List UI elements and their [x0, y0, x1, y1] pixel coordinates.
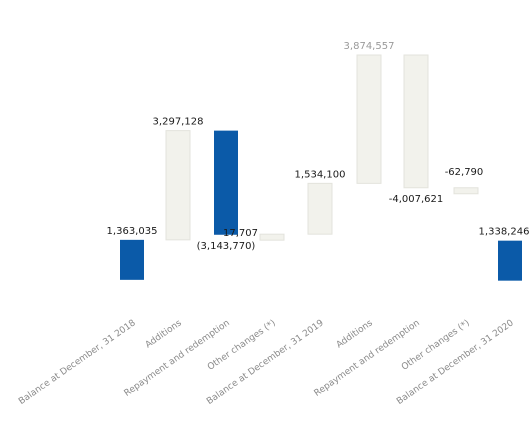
bar-6-additions [356, 54, 382, 184]
bar-3-repayment-and-redemption [214, 130, 238, 235]
value-label-6: 3,874,557 [344, 41, 395, 52]
category-label-2: Additions [144, 318, 184, 350]
value-label-7: -4,007,621 [389, 194, 444, 205]
bar-2-additions [165, 130, 191, 241]
category-label-1: Balance at December, 31 2018 [17, 318, 138, 407]
value-label-3: (3,143,770) [197, 241, 256, 252]
bar-7-repayment-and-redemption [403, 54, 429, 189]
value-label-2: 3,297,128 [153, 117, 204, 128]
value-label-1: 1,363,035 [107, 226, 158, 237]
value-label-5: 1,534,100 [295, 169, 346, 180]
bar-4-other-changes [259, 233, 285, 241]
bar-9-balance-at-december-31-2020 [498, 240, 522, 281]
value-label-8: -62,790 [445, 167, 484, 178]
category-label-6: Additions [335, 318, 375, 350]
value-label-9: 1,338,246 [479, 227, 530, 238]
chart-category-labels: Balance at December, 31 2018 AdditionsRep… [17, 318, 516, 407]
bar-1-balance-at-december-31-2018 [120, 239, 144, 280]
bar-5-balance-at-december-31-2019 [307, 182, 333, 235]
bar-8-other-changes [453, 187, 479, 195]
chart-value-labels: 1,363,035 3,297,128 (3,143,770) 17,707 1,534… [107, 41, 530, 252]
value-label-4: 17,707 [223, 228, 258, 239]
chart-bars [120, 54, 522, 281]
